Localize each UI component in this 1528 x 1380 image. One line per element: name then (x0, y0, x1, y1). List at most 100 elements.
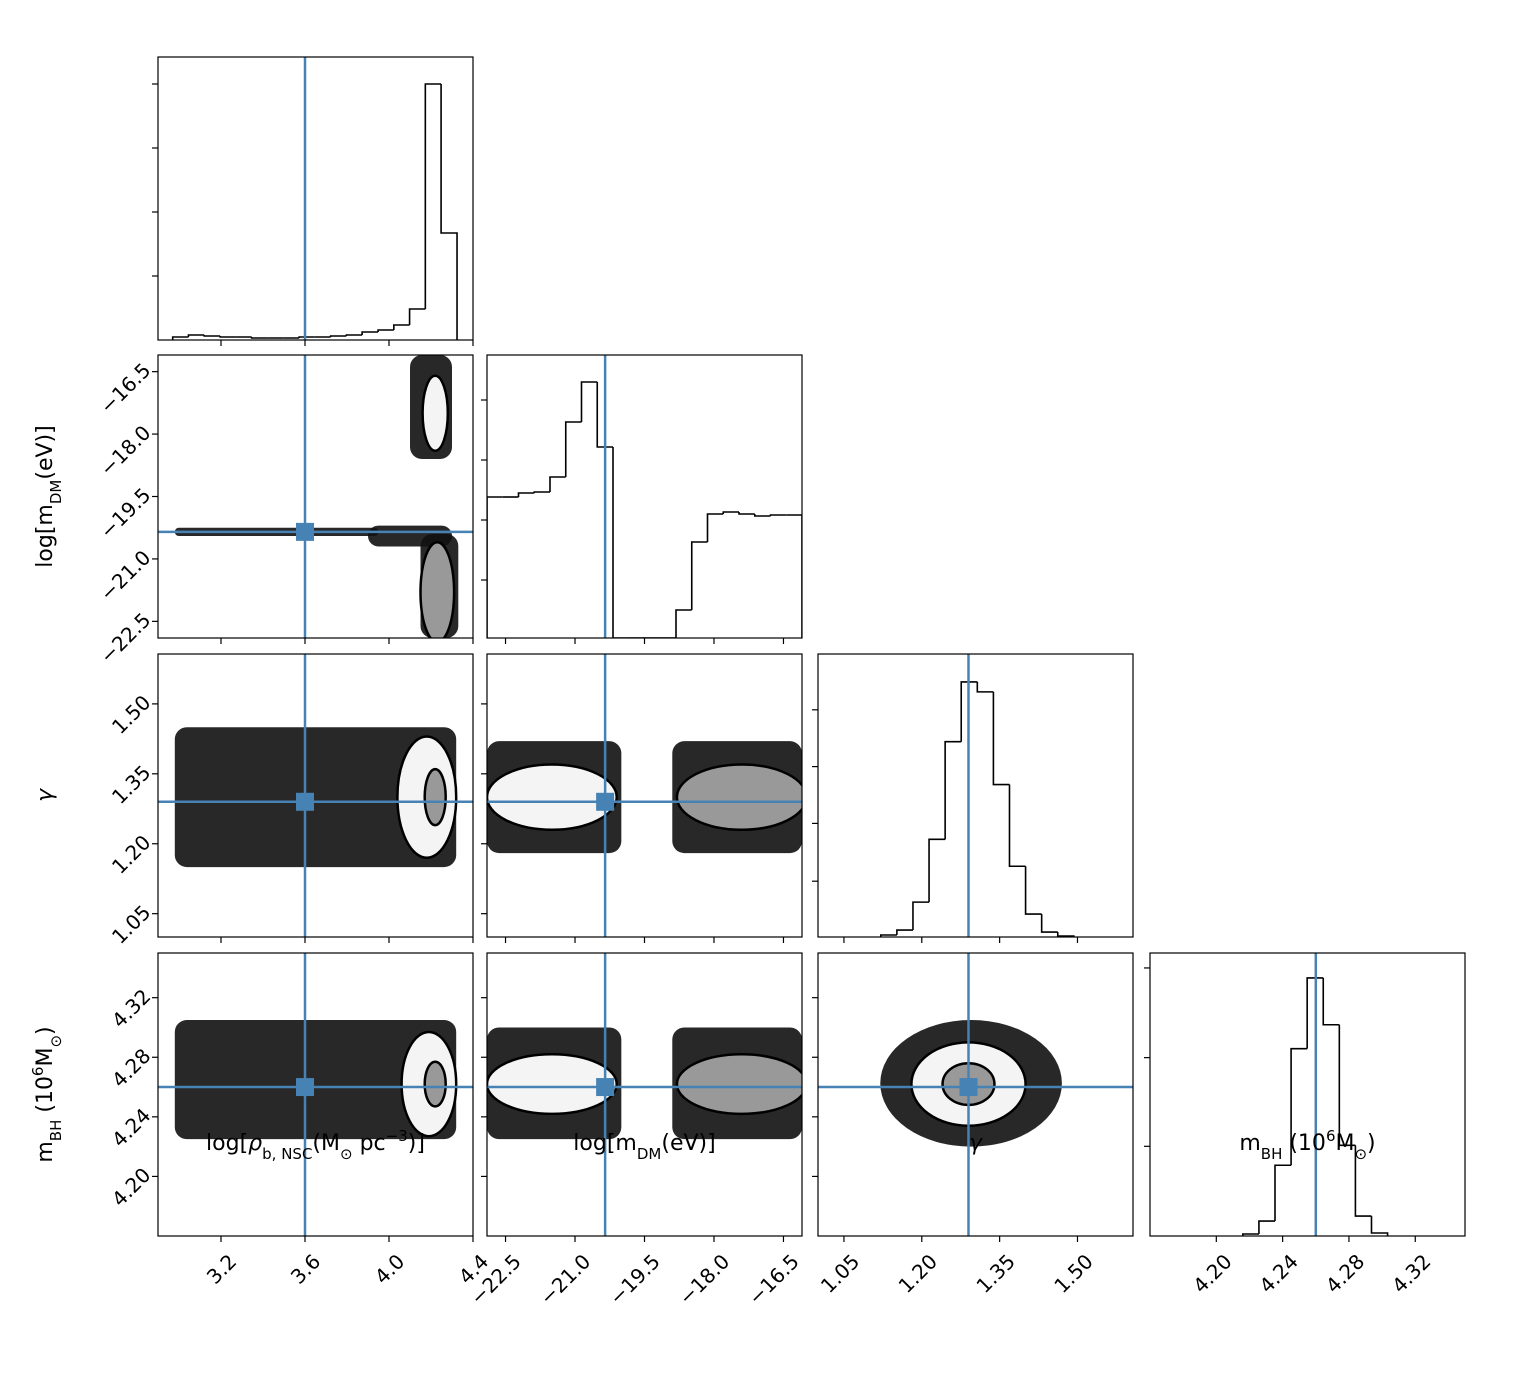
label-part: m (33, 1141, 58, 1162)
panel (158, 953, 473, 1236)
contour (421, 374, 450, 452)
hist-bin (549, 476, 566, 492)
x-tick-label: 4.28 (1321, 1249, 1369, 1297)
hist-bin (722, 511, 739, 514)
hist-bin (203, 335, 221, 337)
hist-bin (424, 83, 442, 309)
label-part: (10 (33, 1076, 58, 1120)
axes-frame (157, 56, 474, 341)
label-part: ⊙ (340, 1145, 353, 1163)
hist-bin (1322, 977, 1340, 1026)
y-tick-label: 4.28 (107, 1044, 155, 1092)
hist-bin (753, 514, 771, 517)
x-tick-label: 1.20 (894, 1249, 942, 1297)
x-tick-label: −21.0 (535, 1249, 595, 1309)
label-part: M (1335, 1131, 1354, 1156)
label-part: b, NSC (262, 1145, 312, 1163)
hist-bin (706, 513, 724, 542)
truth-marker (596, 1078, 615, 1097)
y-tick-label: −16.5 (95, 358, 155, 418)
y-tick-label: −21.0 (95, 545, 155, 605)
panel (1242, 953, 1389, 1236)
axes-frame (157, 653, 474, 938)
y-tick-label: 4.32 (107, 984, 155, 1032)
truth-marker (959, 1078, 978, 1097)
axis-label: mBH (106M⊙) (29, 1026, 65, 1162)
hist-bin (1258, 1220, 1276, 1235)
x-tick-label: 4.20 (1188, 1249, 1236, 1297)
hist-bin (1306, 977, 1324, 1049)
hist-bin (912, 901, 930, 931)
label-part: (eV)] (661, 1131, 715, 1156)
hist-bin (517, 492, 535, 497)
x-tick-label: −16.5 (743, 1249, 803, 1309)
hist-bin (928, 838, 946, 903)
y-tick-label: 4.20 (107, 1163, 155, 1211)
label-part: )] (408, 1131, 425, 1156)
axes-frame (817, 952, 1134, 1237)
y-tick-label: −19.5 (95, 483, 155, 543)
hist-bin (786, 514, 802, 638)
panel (158, 654, 473, 937)
hist-bin (1354, 1145, 1372, 1217)
label-part: ⊙ (1354, 1145, 1367, 1163)
hist-bin (769, 514, 787, 516)
label-part: ) (33, 1026, 58, 1035)
panel (879, 654, 1075, 937)
hist-bin (361, 331, 379, 335)
label-part: 6 (1326, 1127, 1336, 1145)
label-part: M (33, 1048, 58, 1067)
hist-bin (298, 336, 315, 338)
label-part: BH (47, 1120, 65, 1142)
label-part: ⊙ (47, 1035, 65, 1048)
y-tick-label: 4.24 (107, 1103, 155, 1151)
hist-bin (187, 334, 205, 337)
label-part: m (1239, 1131, 1260, 1156)
x-tick-label: −19.5 (604, 1249, 664, 1309)
axes-frame (157, 952, 474, 1237)
label-part: log[m (573, 1131, 637, 1156)
label-part: ) (1367, 1131, 1376, 1156)
label-part: (M (312, 1131, 340, 1156)
x-tick-label: 3.6 (286, 1249, 325, 1288)
x-tick-label: 1.35 (971, 1249, 1019, 1297)
hist-bin (219, 336, 236, 338)
hist-bin (564, 421, 582, 477)
hist-bin (879, 934, 897, 937)
axis-label: γ (33, 788, 58, 802)
hist-bin (944, 740, 962, 840)
hist-bin (329, 335, 347, 337)
axis-label: log[mDM(eV)] (573, 1131, 715, 1163)
label-part: (10 (1282, 1131, 1326, 1156)
hist-bin (250, 337, 268, 339)
y-tick-label: 1.50 (107, 690, 155, 738)
label-part: ρ (248, 1131, 262, 1156)
hist-bin (960, 681, 978, 742)
x-tick-label: 3.2 (202, 1249, 241, 1288)
y-tick-label: −22.5 (95, 608, 155, 668)
hist-bin (440, 84, 458, 340)
hist-bin (1290, 1047, 1308, 1166)
hist-bin (675, 609, 692, 638)
hist-bin (1242, 1233, 1259, 1236)
truth-marker (296, 792, 314, 811)
hist-bin (690, 541, 708, 610)
hist-bin (1274, 1164, 1292, 1222)
label-part: BH (1261, 1145, 1283, 1163)
hist-bin (1024, 866, 1042, 915)
x-tick-label: −18.0 (674, 1249, 734, 1309)
hist-bin (408, 308, 426, 325)
label-part: 6 (29, 1067, 47, 1077)
hist-bin (738, 512, 755, 515)
contour (423, 767, 447, 827)
hist-bin (533, 491, 550, 493)
hist-bin (377, 329, 394, 332)
truth-marker (596, 792, 615, 811)
hist-bin (1056, 932, 1075, 937)
label-part: DM (637, 1145, 662, 1163)
x-tick-label: 1.05 (816, 1249, 864, 1297)
contour (675, 763, 802, 832)
hist-bin (596, 382, 613, 448)
axes-frame (157, 354, 474, 639)
